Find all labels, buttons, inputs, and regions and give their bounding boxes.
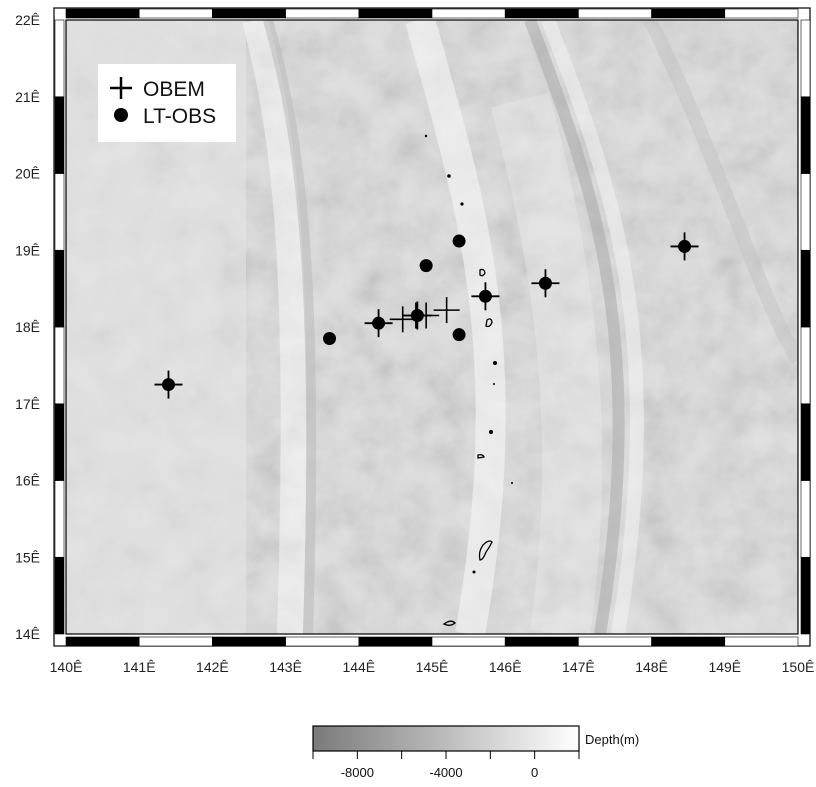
frame-segment-bottom [431, 636, 506, 647]
obem-station-marker [389, 306, 416, 333]
frame-segment-right [800, 96, 811, 174]
frame-segment-top [65, 8, 140, 19]
frame-segment-top [358, 8, 433, 19]
map-border [65, 19, 799, 635]
frame-segment-right [800, 556, 811, 635]
frame-segment-bottom [358, 636, 433, 647]
longitude-tick-label: 148Ê [635, 659, 668, 675]
frame-segment-right [800, 19, 811, 98]
latitude-tick-label: 16Ê [15, 473, 40, 489]
legend-label-lt-obs: LT-OBS [143, 105, 216, 128]
latitude-tick-labels: 14Ê 15Ê 16Ê 17Ê 18Ê 19Ê 20Ê 21Ê 22Ê [15, 12, 40, 642]
latitude-tick-label: 18Ê [15, 319, 40, 335]
frame-segment-top [212, 8, 286, 19]
lt-obs-station-marker [372, 316, 386, 330]
frame-segment-bottom [65, 636, 140, 647]
frame-segment-top [504, 8, 579, 19]
lt-obs-station-marker [419, 259, 433, 273]
colorbar-tick-label: -8000 [341, 765, 374, 780]
lt-obs-station-marker [478, 289, 492, 303]
latitude-tick-label: 19Ê [15, 242, 40, 258]
obem-station-marker [433, 297, 460, 324]
frame-segment-bottom [651, 636, 726, 647]
map-frame [53, 7, 811, 647]
lt-obs-station-marker [161, 378, 175, 392]
colorbar-tick-label: -4000 [429, 765, 462, 780]
lt-obs-station-marker [678, 239, 692, 253]
longitude-tick-label: 145Ê [416, 659, 449, 675]
longitude-tick-labels: 140Ê 141Ê 142Ê 143Ê 144Ê 145Ê 146Ê 147Ê 148Ê 149Ê… [50, 659, 815, 675]
frame-segment-left [54, 403, 65, 481]
plus-icon [110, 77, 132, 99]
frame-segment-left [54, 326, 65, 405]
frame-segment-left [54, 173, 65, 251]
latitude-tick-label: 17Ê [15, 396, 40, 412]
frame-segment-bottom [285, 636, 360, 647]
latitude-tick-label: 20Ê [15, 166, 40, 182]
frame-segment-top [578, 8, 652, 19]
latitude-tick-label: 15Ê [15, 549, 40, 565]
legend-label-obem: OBEM [143, 78, 205, 101]
frame-segment-bottom [138, 636, 213, 647]
frame-segment-right [800, 326, 811, 405]
legend-box [98, 64, 236, 142]
frame-segment-left [54, 249, 65, 328]
latitude-tick-label: 14Ê [15, 626, 40, 642]
frame-segment-left [54, 556, 65, 635]
lt-obs-station-marker [538, 276, 552, 290]
longitude-tick-label: 147Ê [562, 659, 595, 675]
longitude-tick-label: 144Ê [342, 659, 375, 675]
lt-obs-station-marker [452, 234, 466, 248]
colorbar-ticks: -8000 -4000 0 [312, 751, 580, 780]
island-dots [424, 134, 513, 574]
frame-segment-right [800, 173, 811, 251]
frame-segment-bottom [504, 636, 579, 647]
frame-segment-top [285, 8, 360, 19]
frame-segment-top [138, 8, 213, 19]
frame-segment-left [54, 19, 65, 98]
lt-obs-station-marker [410, 308, 424, 322]
frame-segment-bottom [212, 636, 286, 647]
frame-segment-right [800, 480, 811, 558]
frame-segment-left [54, 96, 65, 174]
colorbar-label: Depth(m) [585, 732, 639, 747]
station-markers [154, 232, 699, 399]
frame-segment-top [724, 8, 799, 19]
lt-obs-station-marker [323, 332, 337, 346]
longitude-tick-label: 146Ê [489, 659, 522, 675]
island-outlines [442, 268, 493, 626]
longitude-tick-label: 141Ê [123, 659, 156, 675]
frame-segment-bottom [578, 636, 652, 647]
frame-segment-top [431, 8, 506, 19]
colorbar: -8000 -4000 0 Depth(m) [312, 725, 639, 780]
latitude-tick-label: 21Ê [15, 89, 40, 105]
colorbar-ramp [312, 725, 580, 752]
frame-segment-right [800, 249, 811, 328]
frame-segment-left [54, 480, 65, 558]
longitude-tick-label: 150Ê [782, 659, 815, 675]
colorbar-tick-label: 0 [531, 765, 538, 780]
latitude-tick-label: 22Ê [15, 12, 40, 28]
longitude-tick-label: 140Ê [50, 659, 83, 675]
longitude-tick-label: 143Ê [269, 659, 302, 675]
frame-segment-bottom [724, 636, 799, 647]
dot-icon [114, 108, 128, 122]
longitude-tick-label: 142Ê [196, 659, 229, 675]
legend: OBEM LT-OBS [98, 64, 236, 142]
frame-segment-right [800, 403, 811, 481]
lt-obs-station-marker [452, 328, 466, 342]
frame-segment-top [651, 8, 726, 19]
longitude-tick-label: 149Ê [708, 659, 741, 675]
